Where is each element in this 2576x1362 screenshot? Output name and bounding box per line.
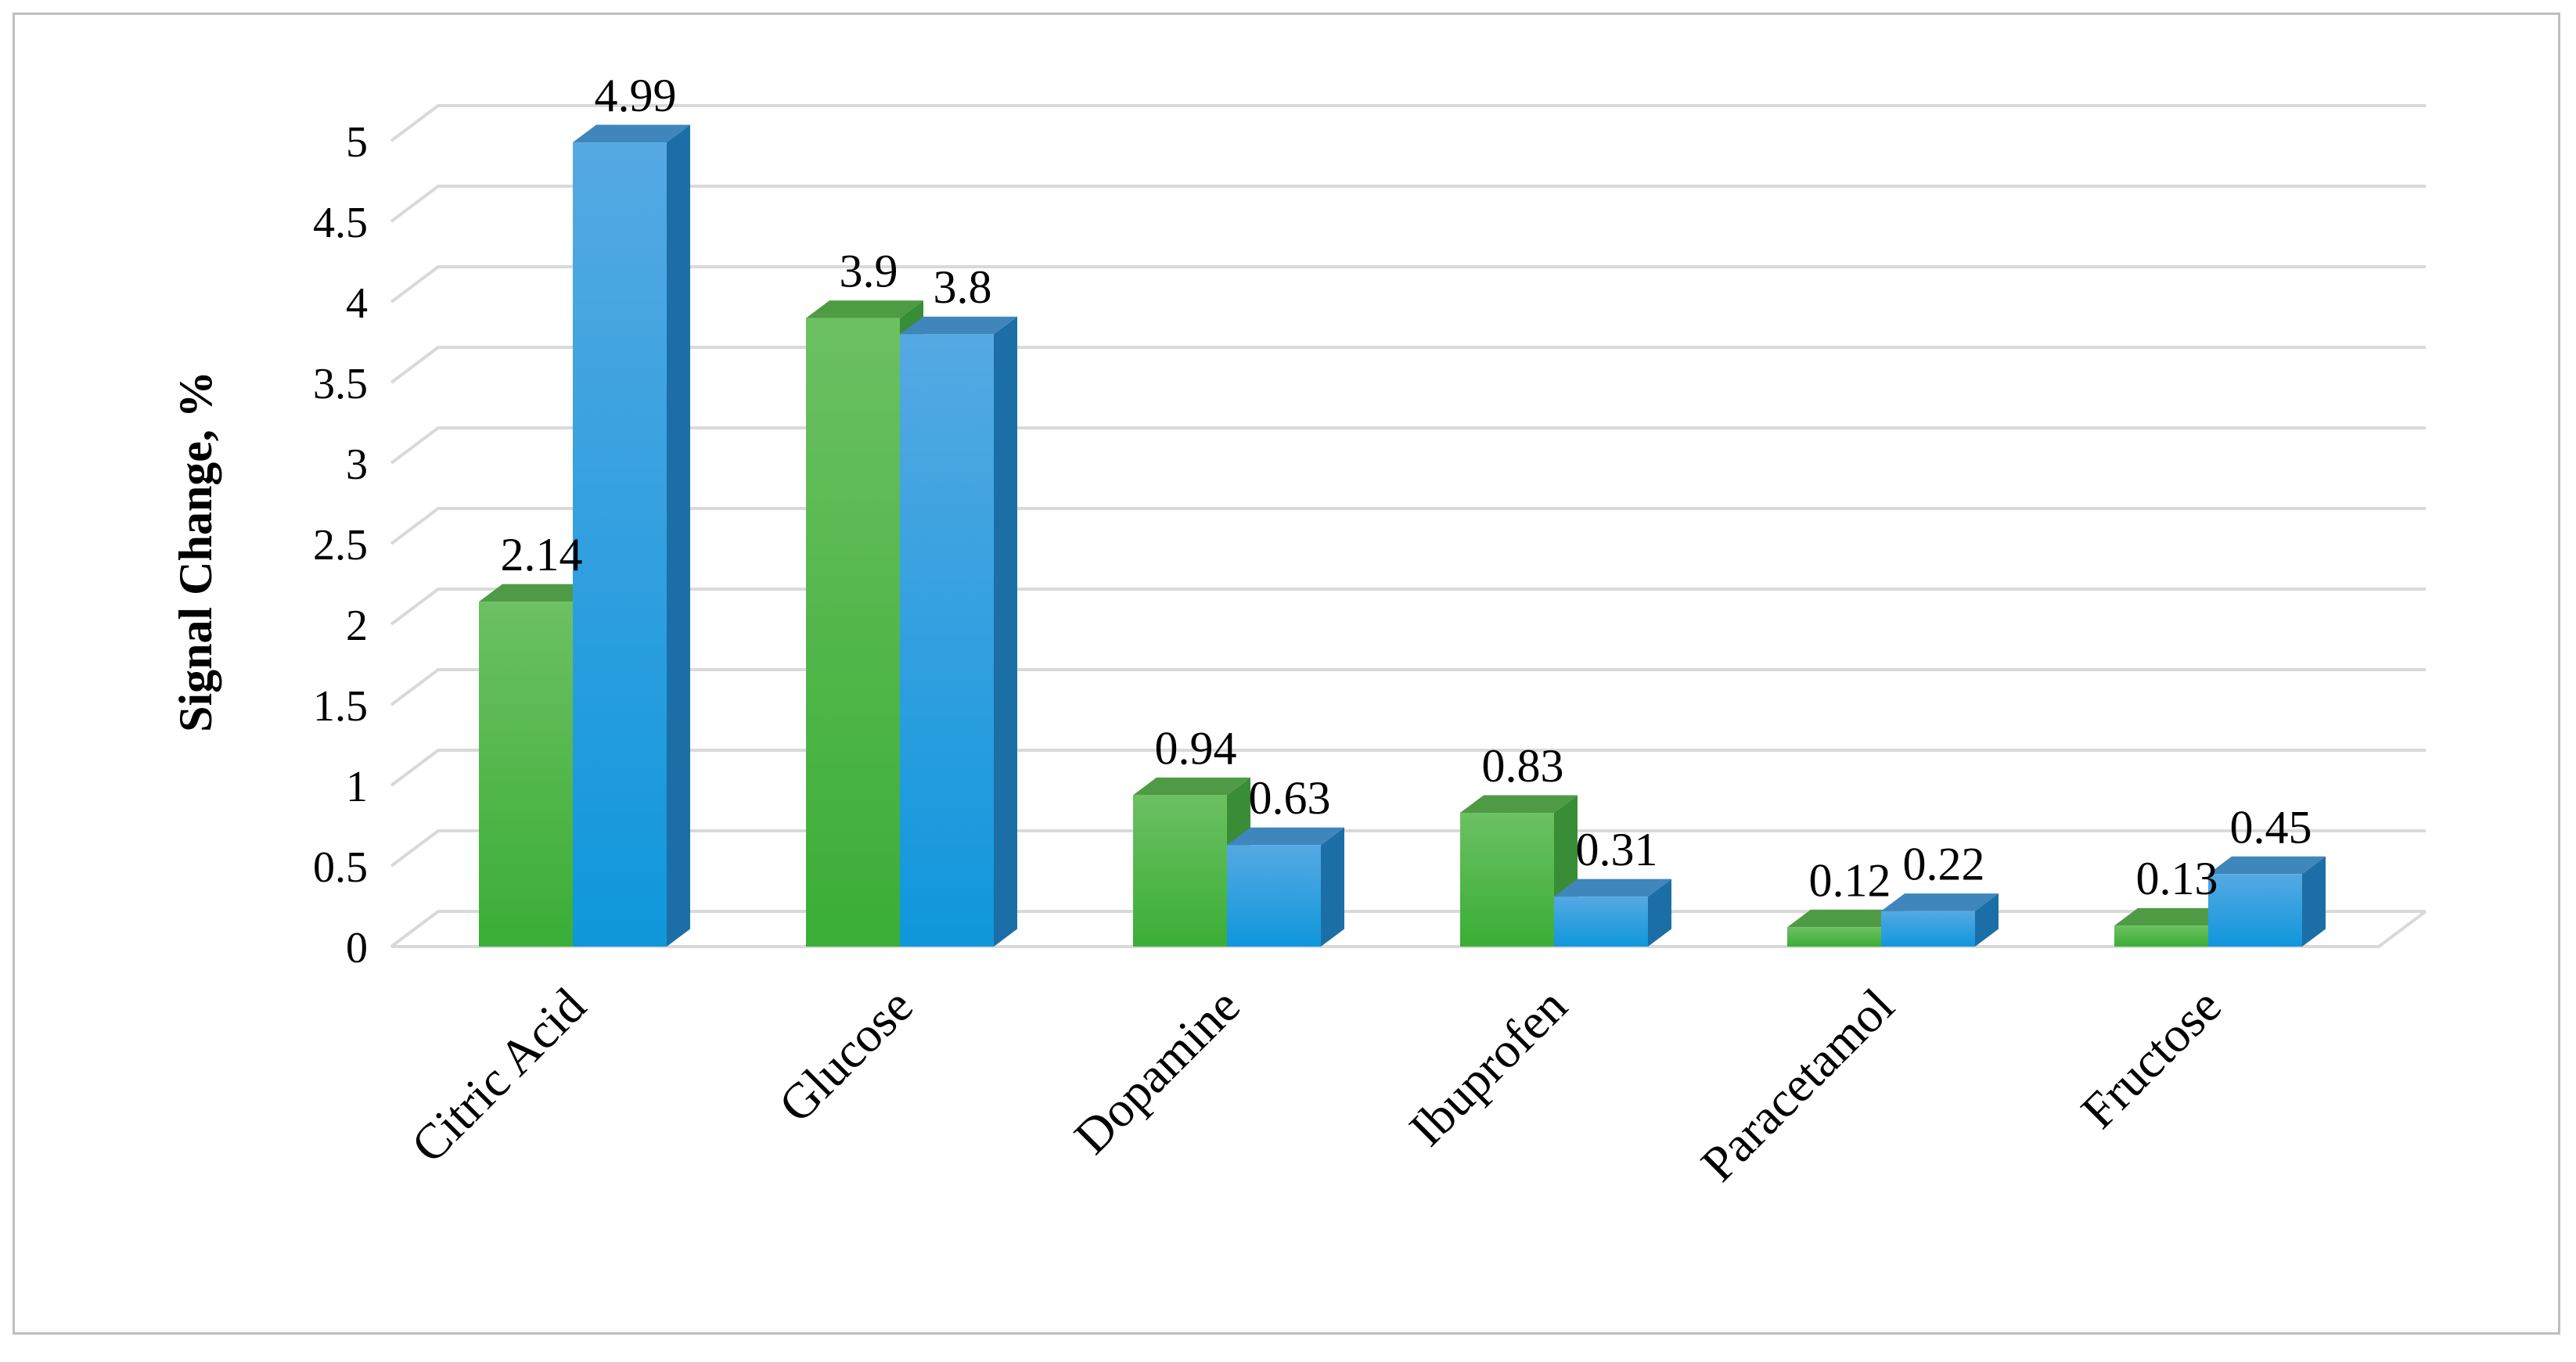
gridline	[390, 185, 2426, 223]
bar	[1133, 777, 1250, 947]
x-tick-label: Citric Acid	[401, 978, 596, 1173]
x-tick-label: Paracetamol	[1690, 978, 1905, 1192]
y-tick-label: 2	[346, 602, 368, 650]
y-tick-label: 1.5	[313, 682, 368, 731]
bar	[1881, 893, 1999, 947]
data-label: 0.94	[1155, 722, 1237, 774]
bars	[479, 124, 2326, 947]
x-axis-line	[391, 910, 2427, 948]
bar	[1227, 827, 1344, 947]
y-tick-label: 0.5	[313, 843, 368, 892]
y-axis-title: Signal Change, %	[170, 371, 221, 732]
y-tick-label: 0	[346, 924, 368, 972]
y-tick-label: 5	[346, 118, 368, 167]
x-tick-label: Fructose	[2071, 978, 2232, 1139]
data-label: 3.8	[934, 261, 992, 313]
x-tick-label: Glucose	[768, 978, 923, 1133]
gridline	[390, 507, 2426, 545]
gridline	[390, 265, 2426, 304]
y-tick-label: 1	[346, 763, 368, 811]
y-tick-label: 4.5	[313, 199, 368, 247]
gridlines	[390, 104, 2426, 948]
data-label: 4.99	[595, 70, 677, 121]
gridline	[390, 588, 2426, 626]
bar	[1554, 879, 1671, 947]
data-label: 0.63	[1249, 772, 1331, 824]
y-axis-ticks: 0 0.5 1 1.5 2 2.5 3 3.5 4 4.5 5	[313, 118, 368, 972]
x-tick-label: Ibuprofen	[1398, 978, 1578, 1157]
gridline	[390, 346, 2426, 384]
bar	[1460, 795, 1578, 947]
gridline	[390, 910, 2426, 948]
bar	[2208, 856, 2326, 947]
gridline	[390, 426, 2426, 465]
data-label: 0.22	[1903, 839, 1985, 890]
gridline	[390, 749, 2426, 787]
y-tick-label: 3	[346, 440, 368, 489]
data-label: 0.45	[2230, 801, 2312, 853]
data-label: 3.9	[840, 246, 898, 297]
x-tick-label: Dopamine	[1063, 978, 1250, 1165]
axis-lines	[391, 910, 2427, 948]
data-label: 0.13	[2136, 853, 2218, 904]
gridline	[390, 104, 2426, 142]
y-tick-label: 4	[346, 279, 368, 328]
data-labels: 2.14 4.99 3.9 3.8 0.940.63 0.830.31 0.12 0.22 0.…	[501, 70, 2312, 906]
y-tick-label: 2.5	[313, 521, 368, 570]
x-axis-categories: Citric Acid Glucose Dopamine Ibuprofen Parac…	[401, 978, 2232, 1192]
data-label: 2.14	[501, 529, 583, 580]
y-tick-label: 3.5	[313, 360, 368, 408]
bar	[900, 316, 1017, 947]
bar	[573, 124, 690, 947]
data-label: 0.12	[1809, 854, 1891, 906]
gridline	[390, 829, 2426, 868]
data-label: 0.83	[1482, 740, 1564, 792]
gridline	[390, 668, 2426, 706]
data-label: 0.31	[1576, 824, 1658, 875]
chart-frame	[13, 13, 2560, 1335]
